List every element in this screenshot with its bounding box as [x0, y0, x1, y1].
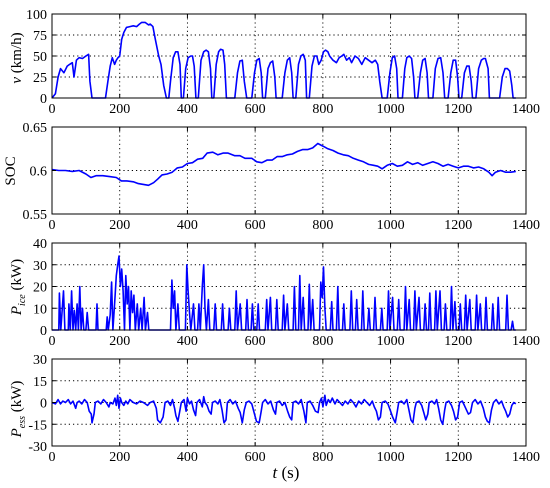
x-tick-label: 0 [49, 334, 56, 349]
x-tick-label: 400 [177, 218, 198, 233]
y-tick-label: -30 [28, 440, 47, 455]
data-series-line [51, 394, 517, 426]
y-tick-label: -15 [28, 418, 47, 433]
x-tick-label: 1200 [444, 218, 472, 233]
y-tick-label: 40 [33, 237, 47, 252]
x-tick-label: 1000 [377, 218, 405, 233]
x-axis-label: t (s) [273, 463, 300, 482]
y-tick-label: 0 [40, 324, 47, 339]
y-axis-label-p-ess: Pess (kW) [9, 381, 28, 439]
x-tick-label: 0 [49, 450, 56, 465]
y-axis-label-p-ice: Pice (kW) [9, 259, 28, 316]
x-tick-label: 600 [245, 450, 266, 465]
x-tick-label: 200 [109, 450, 130, 465]
data-series-line [51, 21, 516, 99]
panel-p-ice: Pice (kW) 0 200 400 600 800 1000 1200 1400 0 10 20… [9, 237, 540, 349]
y-tick-label: 50 [33, 50, 47, 65]
x-tick-label: 400 [177, 102, 198, 117]
x-tick-label: 1400 [512, 218, 540, 233]
x-tick-label: 1000 [377, 102, 405, 117]
panel-p-ess: Pess (kW) 0 200 400 600 800 1000 1200 1400 -30 -1… [9, 353, 540, 465]
y-tick-label: 30 [33, 259, 47, 274]
y-tick-label: 20 [33, 281, 47, 296]
x-tick-label: 200 [109, 102, 130, 117]
y-tick-label: 10 [33, 302, 47, 317]
x-tick-label: 1200 [444, 450, 472, 465]
y-tick-label: 30 [33, 353, 47, 368]
x-tick-label: 1000 [377, 450, 405, 465]
data-series-line [51, 142, 516, 187]
x-tick-label: 200 [109, 218, 130, 233]
y-axis-label-velocity: v (km/h) [9, 32, 25, 83]
y-tick-label: 75 [33, 29, 47, 44]
x-tick-label: 1400 [512, 334, 540, 349]
x-tick-label: 400 [177, 450, 198, 465]
x-tick-label: 600 [245, 334, 266, 349]
y-axis-label-soc: SOC [3, 156, 19, 185]
x-tick-label: 600 [245, 102, 266, 117]
y-tick-label: 0.55 [23, 208, 48, 223]
y-tick-label: 25 [33, 71, 47, 86]
x-tick-label: 0 [49, 218, 56, 233]
panel-soc: SOC 0 200 400 600 800 1000 1200 1400 0.55 0.6 0.65 [3, 121, 540, 233]
x-tick-label: 200 [109, 334, 130, 349]
y-tick-label: 100 [26, 8, 47, 23]
x-tick-label: 800 [312, 102, 333, 117]
x-tick-label: 1200 [444, 102, 472, 117]
x-tick-label: 1400 [512, 450, 540, 465]
x-tick-label: 1400 [512, 102, 540, 117]
x-tick-label: 0 [49, 102, 56, 117]
y-tick-label: 0 [40, 397, 47, 412]
data-series-line [52, 255, 516, 331]
x-tick-label: 800 [312, 218, 333, 233]
x-tick-label: 1200 [444, 334, 472, 349]
plot-frame [51, 358, 527, 447]
panel-velocity: v (km/h) 0 200 400 600 800 1000 1200 1400 0 25 50 7… [9, 8, 540, 117]
plot-frame [51, 13, 527, 99]
x-tick-label: 1000 [377, 334, 405, 349]
x-tick-label: 800 [312, 450, 333, 465]
x-tick-label: 800 [312, 334, 333, 349]
y-tick-label: 0.65 [23, 121, 48, 136]
x-tick-label: 600 [245, 218, 266, 233]
plot-frame [51, 126, 527, 215]
y-tick-label: 15 [33, 375, 47, 390]
y-tick-label: 0 [40, 92, 47, 107]
x-tick-label: 400 [177, 334, 198, 349]
y-tick-label: 0.6 [30, 165, 48, 180]
